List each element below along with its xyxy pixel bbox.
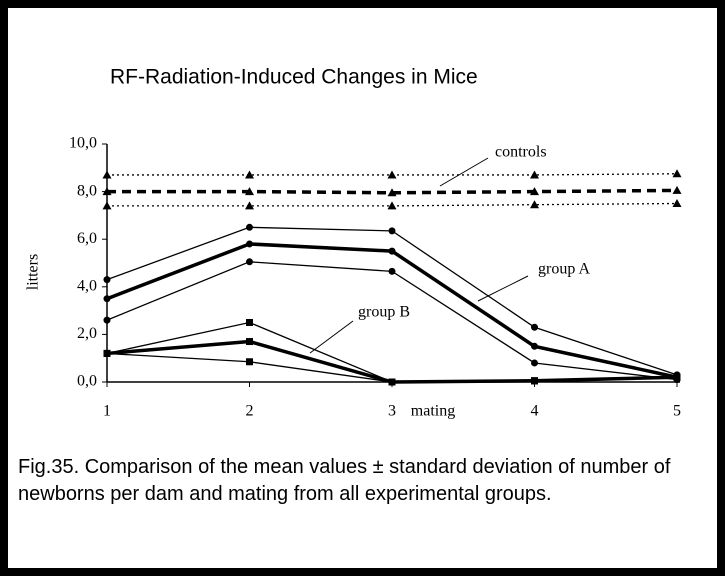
std-line xyxy=(106,321,678,383)
marker xyxy=(387,170,397,179)
marker xyxy=(530,170,539,179)
marker xyxy=(246,319,253,326)
marker xyxy=(530,187,539,196)
marker xyxy=(246,240,253,248)
y-tick-label: 10,0 xyxy=(69,135,97,152)
marker xyxy=(388,227,396,235)
leader-line xyxy=(309,320,354,354)
marker xyxy=(387,201,397,210)
marker xyxy=(388,247,396,255)
marker xyxy=(387,188,397,197)
marker xyxy=(672,199,682,207)
x-tick-label: 5 xyxy=(673,403,681,420)
marker xyxy=(388,267,396,275)
series-annotation: group A xyxy=(538,261,590,278)
marker xyxy=(530,200,539,209)
marker xyxy=(245,201,254,210)
marker xyxy=(245,187,254,196)
marker xyxy=(103,295,111,303)
marker xyxy=(245,170,254,179)
marker xyxy=(103,349,111,357)
marker xyxy=(673,373,681,381)
std-line xyxy=(106,261,678,381)
marker xyxy=(246,258,253,266)
x-tick-label: 2 xyxy=(246,403,254,420)
marker xyxy=(246,358,253,366)
y-tick-label: 6,0 xyxy=(77,230,97,247)
marker xyxy=(531,359,538,367)
x-tick-label: 1 xyxy=(103,403,111,420)
marker xyxy=(388,378,396,386)
marker xyxy=(531,323,538,331)
marker xyxy=(246,223,253,231)
x-tick-label: 3 xyxy=(388,403,396,420)
chart-title: RF-Radiation-Induced Changes in Mice xyxy=(110,66,478,89)
leader-line xyxy=(477,275,529,302)
x-axis-label: mating xyxy=(411,403,455,420)
y-tick-label: 0,0 xyxy=(77,373,97,390)
mean-line xyxy=(106,339,678,384)
x-tick-label: 4 xyxy=(531,403,539,420)
marker xyxy=(531,377,538,385)
series-annotation: controls xyxy=(495,144,547,161)
caption: Fig.35. Comparison of the mean values ± … xyxy=(18,456,671,505)
y-tick-label: 8,0 xyxy=(77,182,97,199)
marker xyxy=(246,338,253,346)
marker xyxy=(103,316,111,324)
marker xyxy=(102,201,112,210)
marker xyxy=(531,342,538,350)
y-axis-label: litters xyxy=(25,254,42,290)
chart: RF-Radiation-Induced Changes in Mice lit… xyxy=(25,66,682,420)
marker xyxy=(103,276,111,284)
marker xyxy=(672,169,682,178)
marker xyxy=(102,170,112,179)
leader-line xyxy=(439,157,489,187)
y-tick-label: 4,0 xyxy=(77,277,97,294)
series-annotation: group B xyxy=(358,304,410,321)
marker xyxy=(672,185,682,194)
y-tick-label: 2,0 xyxy=(77,325,97,342)
marker xyxy=(102,187,112,196)
